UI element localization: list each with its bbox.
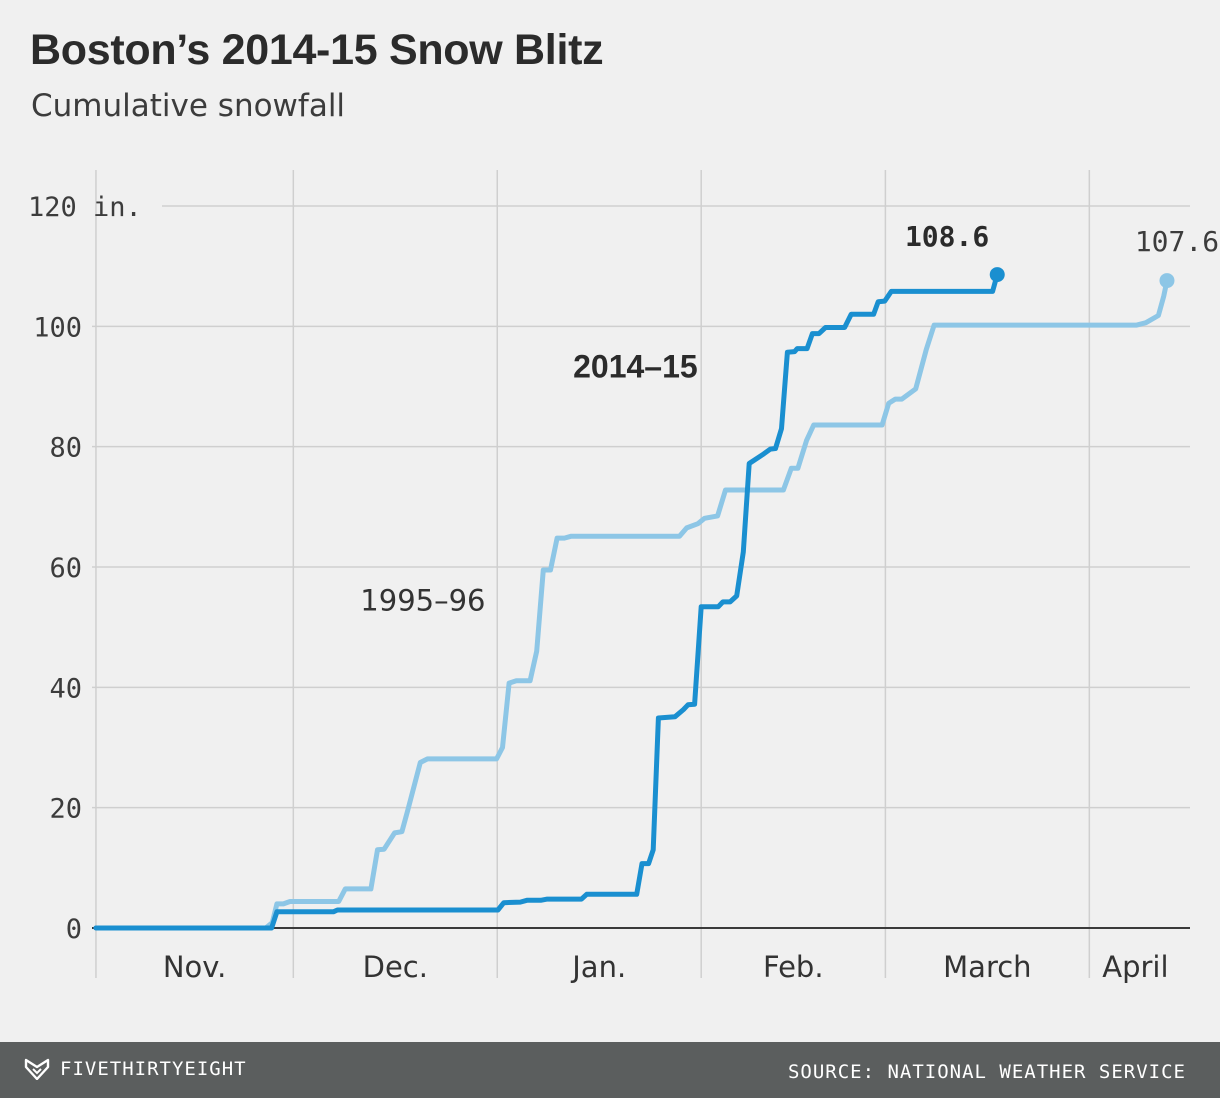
series-end-dot [1159,273,1175,289]
y-tick-label: 100 [33,312,82,343]
series-label-1995: 1995–96 [360,583,485,617]
y-tick-label: 40 [49,673,82,704]
chart-area: 0 20 40 60 80 100 120 in. Nov. Dec. Jan. Feb. Marc… [28,170,1219,984]
month-label: Dec. [363,950,428,984]
month-label: Nov. [163,950,227,984]
brand: FIVETHIRTYEIGHT [24,1058,247,1080]
y-tick-label: 80 [49,433,82,464]
end-value-label: 107.6 [1135,225,1219,258]
y-tick-label: 120 in. [28,192,142,223]
brand-name: FIVETHIRTYEIGHT [60,1058,247,1080]
chart-title: Boston’s 2014-15 Snow Blitz [30,26,604,74]
month-label: Jan. [570,950,626,984]
y-tick-labels: 0 20 40 60 80 100 120 in. [28,192,142,945]
month-label: April [1102,950,1168,984]
y-tick-label: 20 [49,794,82,825]
y-gridlines [92,205,1190,809]
month-label: Feb. [763,950,824,984]
series-end-dot [989,267,1005,283]
series-line [93,272,1000,931]
month-gridlines [95,170,1091,978]
source-credit: SOURCE: NATIONAL WEATHER SERVICE [787,1061,1186,1083]
chart-subtitle: Cumulative snowfall [31,88,346,124]
y-tick-label: 60 [49,553,82,584]
annotations: 108.6 107.6 2014–15 1995–96 [360,220,1219,617]
month-tick-labels: Nov. Dec. Jan. Feb. March April [163,950,1169,984]
series-label-2014: 2014–15 [573,348,698,384]
series-line [93,278,1170,931]
end-value-label: 108.6 [905,220,989,253]
y-tick-label: 0 [66,914,82,945]
month-label: March [943,950,1031,984]
fox-logo-icon [24,1058,50,1080]
series-lines [93,267,1175,931]
footer-bar: FIVETHIRTYEIGHT SOURCE: NATIONAL WEATHER… [0,1042,1220,1098]
